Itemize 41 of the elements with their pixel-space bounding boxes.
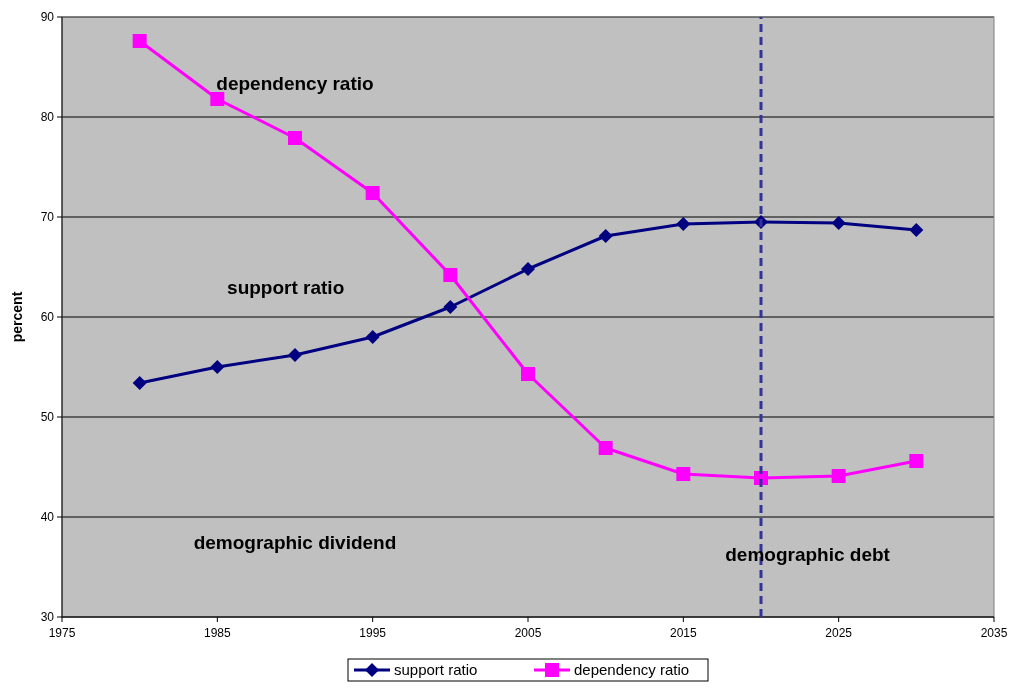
- text: dependency ratio: [216, 72, 374, 94]
- point: [831, 469, 846, 483]
- y-tick-label: 40: [40, 510, 55, 525]
- legend-label: support ratio: [394, 661, 478, 679]
- point: [521, 262, 535, 276]
- point: [365, 186, 380, 200]
- point: [365, 330, 380, 344]
- legend-label: dependency ratio: [574, 661, 690, 679]
- x-tick-label: 2005: [514, 626, 542, 640]
- annotation: demographic debt: [725, 543, 891, 565]
- point: [210, 92, 225, 106]
- point: [132, 34, 147, 48]
- point: [443, 300, 458, 314]
- point: [288, 131, 302, 145]
- x-tick-label: 1995: [359, 626, 387, 640]
- point: [521, 367, 535, 381]
- y-tick-label: 90: [40, 10, 55, 25]
- point: [288, 348, 302, 362]
- annotation: demographic dividend: [193, 532, 397, 554]
- y-tick-label: 70: [40, 210, 55, 225]
- point: [210, 360, 225, 374]
- x-tick-label: 2015: [669, 626, 697, 640]
- point: [676, 217, 691, 231]
- point: [676, 467, 691, 481]
- x-tick-label: 2035: [980, 626, 1008, 640]
- text: support ratio: [227, 276, 345, 298]
- y-tick-label: 30: [40, 610, 55, 625]
- y-axis-title: percent: [9, 291, 25, 343]
- y-tick-label: 80: [40, 110, 55, 125]
- x-tick-label: 1975: [48, 626, 76, 640]
- point: [132, 376, 147, 390]
- x-tick-label: 2025: [825, 626, 853, 640]
- y-tick-label: 60: [40, 310, 55, 325]
- point: [909, 223, 924, 237]
- y-tick-label: 50: [40, 410, 55, 425]
- point: [443, 268, 458, 282]
- point: [598, 441, 613, 455]
- point: [909, 454, 924, 468]
- x-tick-label: 1985: [203, 626, 231, 640]
- point: [831, 216, 846, 230]
- point: [598, 229, 613, 243]
